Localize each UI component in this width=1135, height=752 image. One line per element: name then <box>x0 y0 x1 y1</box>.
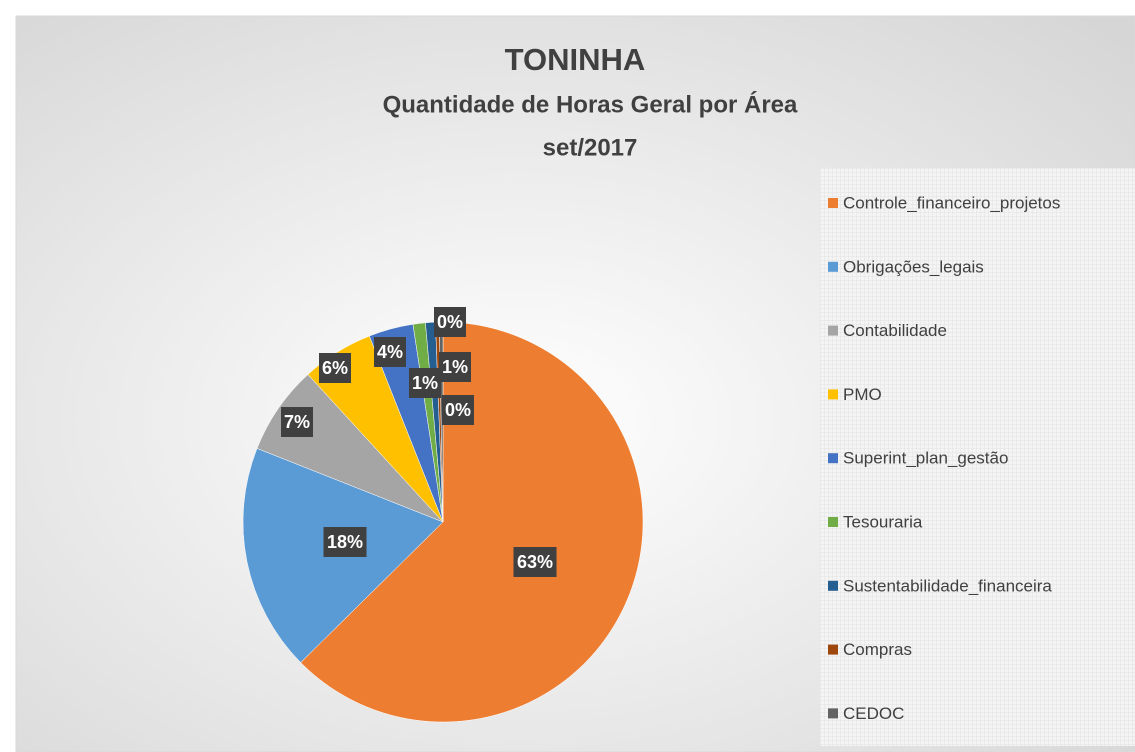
data-label: 1% <box>442 357 468 377</box>
data-label: 63% <box>517 552 553 572</box>
legend-label: Superint_plan_gestão <box>843 449 1008 468</box>
data-label: 0% <box>437 312 463 332</box>
data-label-box <box>513 547 557 577</box>
legend-swatch <box>828 261 838 272</box>
legend-label: Compras <box>843 640 912 659</box>
data-label-box <box>323 527 367 557</box>
chart-subtitle: Quantidade de Horas Geral por Área <box>383 90 798 118</box>
data-label-box <box>374 337 406 367</box>
chart-title: TONINHA <box>505 42 646 77</box>
data-label-box <box>434 307 466 337</box>
legend-label: PMO <box>843 385 882 404</box>
legend-label: Sustentabilidade_financeira <box>843 576 1052 595</box>
data-label-box <box>442 395 474 425</box>
legend-label: Obrigações_legais <box>843 257 984 276</box>
legend-label: Controle_financeiro_projetos <box>843 193 1060 212</box>
data-label-box <box>319 353 351 383</box>
data-label: 0% <box>445 400 471 420</box>
legend-swatch <box>828 580 838 591</box>
data-label-box <box>281 407 313 437</box>
data-label-box <box>439 352 471 382</box>
data-label: 6% <box>322 358 348 378</box>
legend-label: Contabilidade <box>843 321 947 340</box>
chart-subtitle: set/2017 <box>543 134 638 161</box>
legend-swatch <box>828 453 838 464</box>
legend-label: CEDOC <box>843 704 904 723</box>
legend-swatch <box>828 198 838 208</box>
data-label: 4% <box>377 342 403 362</box>
data-label: 1% <box>412 373 438 393</box>
legend-box <box>820 168 1135 746</box>
data-label: 18% <box>327 532 363 552</box>
data-label: 7% <box>284 412 310 432</box>
legend-swatch <box>828 325 838 336</box>
legend-swatch <box>828 708 838 719</box>
legend-swatch <box>828 644 838 655</box>
legend-label: Tesouraria <box>843 512 923 531</box>
pie-slice <box>300 321 644 723</box>
legend-swatch <box>828 389 838 400</box>
legend-swatch <box>828 517 838 527</box>
data-label-box <box>409 368 441 398</box>
